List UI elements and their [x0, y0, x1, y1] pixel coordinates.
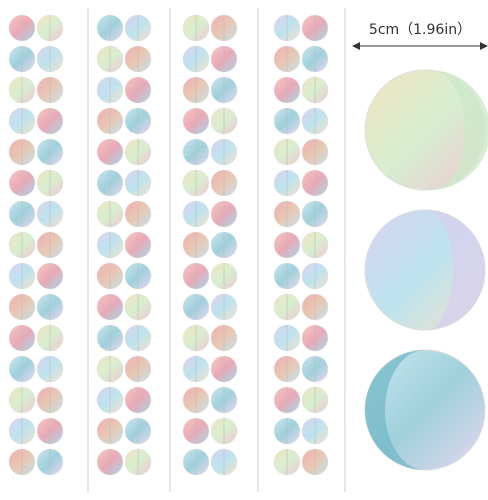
large-circle — [364, 349, 486, 471]
garland-strands — [8, 8, 346, 492]
circle-fold — [425, 210, 485, 330]
large-circle — [364, 209, 486, 331]
large-circle — [364, 69, 488, 191]
circle-fold — [365, 350, 425, 470]
circle-fold — [430, 70, 488, 190]
size-label: 5cm（1.96in） — [369, 22, 471, 38]
